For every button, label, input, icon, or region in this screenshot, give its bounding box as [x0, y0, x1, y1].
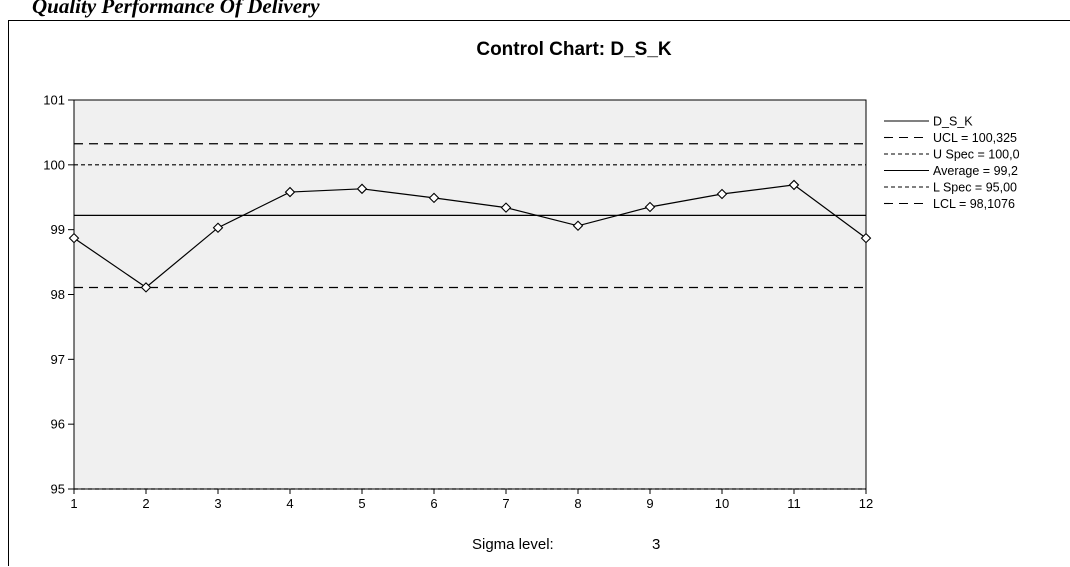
x-tick-label: 10 — [715, 496, 729, 511]
data-point — [284, 186, 296, 198]
data-point — [212, 222, 224, 233]
x-tick-label: 7 — [502, 496, 509, 511]
data-point — [500, 202, 512, 213]
y-tick-label: 99 — [51, 222, 65, 237]
document-caption: Quality Performance Of Delivery — [32, 0, 320, 18]
x-tick-label: 5 — [358, 496, 365, 511]
legend-label-lspec: L Spec = 95,00 — [933, 181, 1017, 195]
data-point — [68, 232, 80, 244]
data-point — [716, 188, 728, 200]
y-tick-label: 96 — [51, 417, 65, 432]
data-point — [644, 201, 656, 213]
legend-label-ucl: UCL = 100,325 — [933, 131, 1017, 145]
data-point — [572, 220, 584, 232]
y-tick-label: 97 — [51, 352, 65, 367]
x-tick-label: 11 — [787, 496, 801, 511]
x-tick-label: 2 — [142, 496, 149, 511]
sigma-level-value: 3 — [652, 536, 660, 553]
x-tick-label: 1 — [70, 496, 77, 511]
series-line — [73, 184, 867, 289]
y-tick-label: 100 — [43, 157, 65, 172]
legend-label-uspec: U Spec = 100,0 — [933, 148, 1020, 162]
legend-label-lcl: LCL = 98,1076 — [933, 197, 1015, 211]
legend-label-average: Average = 99,2 — [933, 164, 1018, 178]
data-point — [788, 179, 800, 191]
x-tick-label: 12 — [859, 496, 873, 511]
y-tick-label: 98 — [51, 287, 65, 302]
data-point — [356, 183, 368, 195]
data-point — [860, 232, 872, 244]
x-tick-label: 4 — [286, 496, 293, 511]
legend-label-series: D_S_K — [933, 115, 973, 129]
data-point — [140, 282, 152, 293]
chart-title: Control Chart: D_S_K — [476, 39, 672, 60]
x-tick-label: 9 — [646, 496, 653, 511]
plot-area — [73, 99, 867, 490]
y-tick-label: 95 — [51, 482, 65, 497]
x-tick-label: 6 — [430, 496, 437, 511]
y-tick-label: 101 — [43, 93, 65, 108]
data-point — [428, 192, 440, 204]
sigma-level-label: Sigma level: — [472, 536, 554, 553]
x-tick-label: 3 — [214, 496, 221, 511]
x-tick-label: 8 — [574, 496, 581, 511]
